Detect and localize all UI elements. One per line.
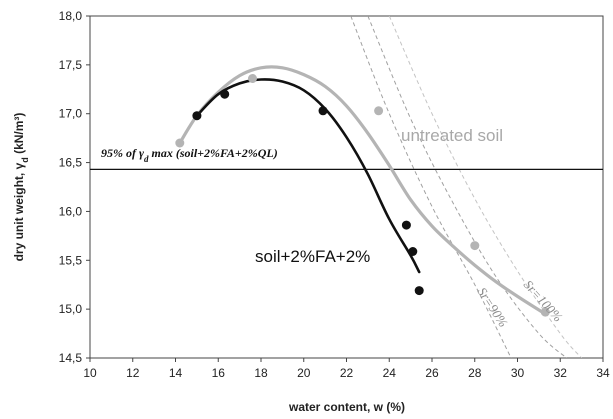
plot-border xyxy=(89,15,604,359)
y-tick-label: 17,5 xyxy=(59,58,83,72)
data-point xyxy=(470,241,480,251)
x-tick-label: 22 xyxy=(340,366,354,380)
hline-label: 95% of γd max (soil+2%FA+2%QL) xyxy=(101,146,278,164)
data-point xyxy=(401,220,411,230)
y-tick-label: 16,0 xyxy=(59,204,83,218)
x-tick-label: 34 xyxy=(596,366,610,380)
x-tick-label: 24 xyxy=(383,366,397,380)
series-curve xyxy=(195,78,421,274)
y-tick-label: 15,0 xyxy=(59,302,83,316)
y-tick-label: 15,5 xyxy=(59,253,83,267)
data-point xyxy=(374,106,384,116)
saturation-curves xyxy=(350,16,582,358)
x-tick-label: 18 xyxy=(254,366,268,380)
data-series xyxy=(175,65,550,317)
x-axis-title: water content, w (%) xyxy=(288,400,405,414)
x-tick-label: 16 xyxy=(212,366,226,380)
data-point xyxy=(192,111,202,121)
y-tick-label: 17,0 xyxy=(59,107,83,121)
treated-soil-label: soil+2%FA+2% xyxy=(255,247,370,266)
x-tick-label: 20 xyxy=(297,366,311,380)
data-point xyxy=(414,286,424,296)
saturation-curve xyxy=(367,16,568,358)
series-curve xyxy=(178,65,547,316)
x-tick-label: 10 xyxy=(83,366,97,380)
data-point xyxy=(175,138,185,148)
x-tick-label: 14 xyxy=(169,366,183,380)
untreated-soil-label: untreated soil xyxy=(401,126,503,145)
y-axis-title: dry unit weight, γd (kN/m³) xyxy=(12,113,30,262)
x-tick-label: 30 xyxy=(511,366,525,380)
y-tick-label: 18,0 xyxy=(59,9,83,23)
saturation-curve xyxy=(350,16,512,358)
data-point xyxy=(248,74,257,83)
y-tick-label: 16,5 xyxy=(59,156,83,170)
y-tick-label: 14,5 xyxy=(59,351,83,365)
data-point xyxy=(408,247,418,256)
data-point xyxy=(318,106,328,116)
data-point xyxy=(540,307,550,317)
x-tick-label: 26 xyxy=(425,366,439,380)
sr100-label: Sr=100% xyxy=(521,277,566,325)
data-point xyxy=(220,89,230,99)
y-axis-ticks: 14,5 15,0 15,5 16,0 16,5 17,0 17,5 18,0 xyxy=(59,9,90,365)
x-tick-label: 32 xyxy=(554,366,568,380)
x-tick-label: 12 xyxy=(126,366,140,380)
plot-area xyxy=(89,15,604,359)
x-tick-label: 28 xyxy=(468,366,482,380)
x-axis-ticks: 10 12 14 16 18 20 22 24 26 28 30 32 34 xyxy=(83,358,610,380)
